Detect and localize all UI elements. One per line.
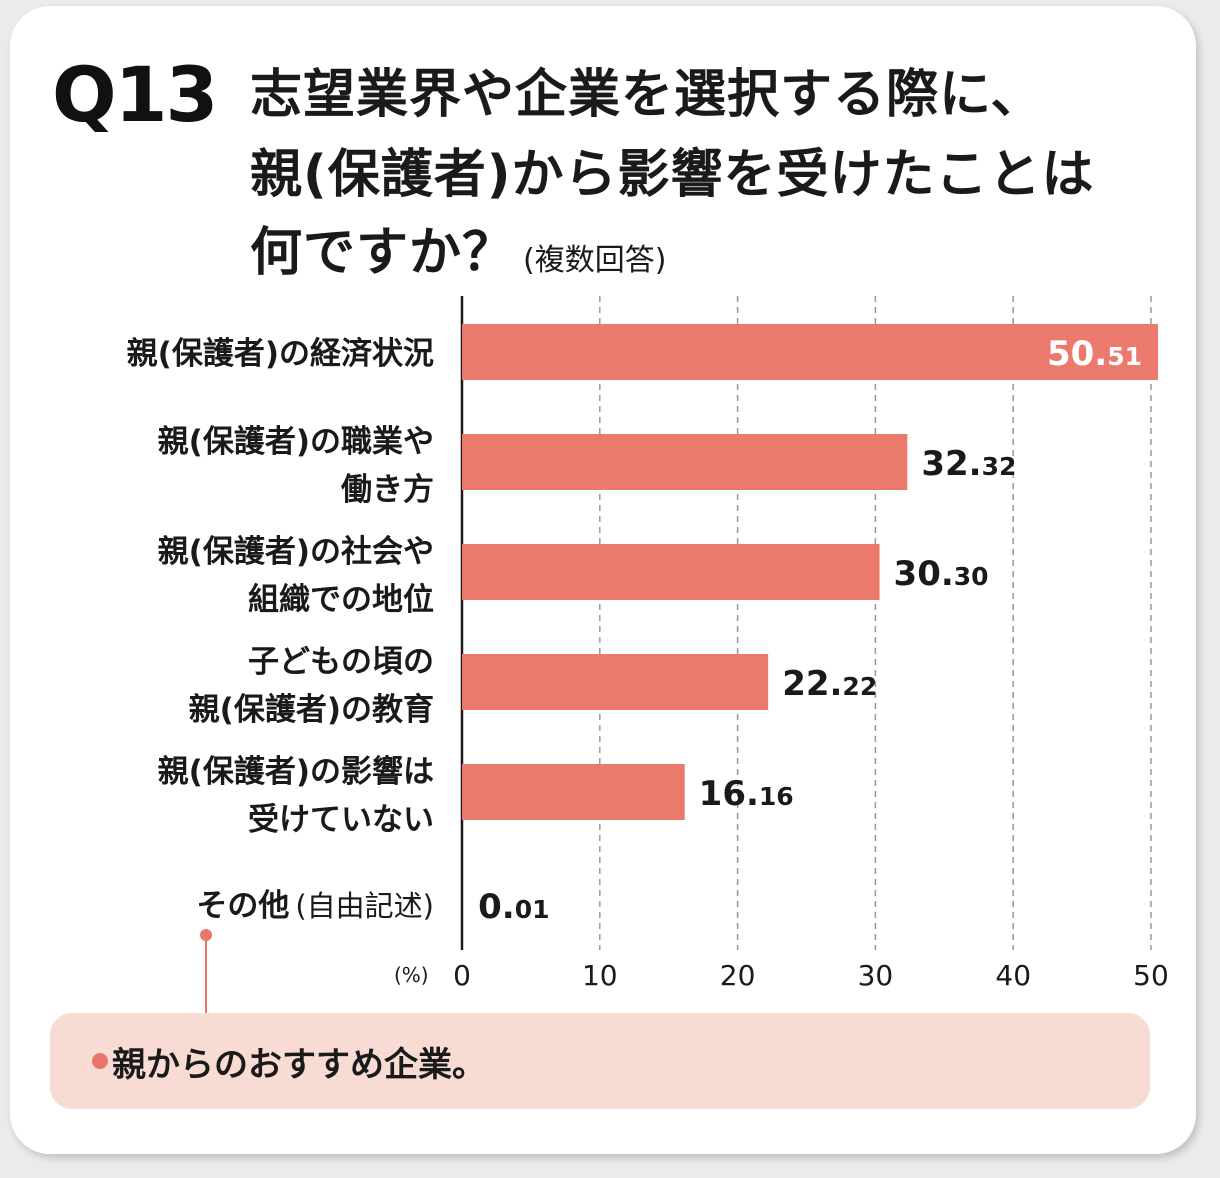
question-line-3-text: 何ですか？ (250, 223, 516, 283)
bar-label-3-line-1: 親(保護者)の社会や (157, 534, 434, 570)
x-tick-50: 50 (1133, 959, 1169, 992)
bar-value-dec-4: 22 (842, 672, 877, 701)
bar-label-6: その他 (自由記述) (196, 882, 434, 930)
bar-value-5: 16.16 (699, 774, 794, 814)
x-axis-unit: (%) (394, 963, 429, 987)
bar-value-dec-6: 01 (515, 895, 550, 924)
bar-1 (462, 324, 1159, 380)
question-note: (複数回答) (523, 243, 667, 278)
bar-value-int-3: 30. (894, 554, 954, 594)
question-number: Q13 (52, 50, 218, 139)
bar-label-6-line-1: その他 (196, 888, 290, 924)
bar-value-2: 32.32 (921, 444, 1016, 484)
bar-label-5: 親(保護者)の影響は受けていない (158, 748, 434, 844)
bar-label-1: 親(保護者)の経済状況 (127, 330, 434, 378)
bar-value-int-6: 0. (478, 887, 515, 927)
question-line-3: 何ですか？ (複数回答) (250, 210, 666, 285)
bar-value-int-2: 32. (921, 444, 981, 484)
bar-label-5-line-1: 親(保護者)の影響は (157, 754, 434, 790)
question-line-2: 親(保護者)から影響を受けたことは (250, 145, 1095, 205)
bullet-dot (92, 1053, 108, 1069)
x-tick-40: 40 (995, 959, 1031, 992)
x-tick-10: 10 (582, 959, 618, 992)
x-tick-30: 30 (858, 959, 894, 992)
bar-value-3: 30.30 (894, 554, 989, 594)
x-tick-labels: 0 10 20 30 40 50 (453, 959, 1169, 992)
bars: 50.51 32.32 30.30 22.22 16.16 0.01 (462, 324, 1159, 927)
gridlines (460, 296, 1152, 950)
bar-value-1: 50.51 (1047, 334, 1142, 374)
bar-value-int-1: 50. (1047, 334, 1107, 374)
bar-label-2-line-1: 親(保護者)の職業や (157, 424, 434, 460)
bar-4 (462, 654, 769, 710)
bar-label-4-line-1: 子どもの頃の (248, 644, 434, 680)
bar-label-1-line-1: 親(保護者)の経済状況 (126, 336, 434, 372)
bar-value-6: 0.01 (478, 887, 549, 927)
callout-connector-dot (200, 929, 212, 941)
bar-2 (462, 434, 908, 490)
bar-value-int-5: 16. (699, 774, 759, 814)
callout-text: 親からのおすすめ企業。 (112, 1045, 486, 1085)
bar-label-4-line-2: 親(保護者)の教育 (188, 692, 434, 728)
bar-value-dec-5: 16 (759, 782, 794, 811)
bar-3 (462, 544, 880, 600)
x-tick-20: 20 (720, 959, 756, 992)
bar-value-dec-2: 32 (982, 452, 1017, 481)
bar-value-4: 22.22 (782, 664, 877, 704)
bar-label-6-line-2: (自由記述) (295, 889, 434, 923)
bar-label-2-line-2: 働き方 (341, 472, 434, 508)
bar-label-2: 親(保護者)の職業や働き方 (158, 418, 434, 514)
bar-label-3-line-2: 組織での地位 (248, 582, 434, 618)
bar-label-4: 子どもの頃の親(保護者)の教育 (189, 638, 434, 734)
bar-value-int-4: 22. (782, 664, 842, 704)
question-line-1: 志望業界や企業を選択する際に、 (250, 65, 1044, 125)
x-tick-0: 0 (453, 959, 471, 992)
bar-value-dec-1: 51 (1107, 342, 1142, 371)
bar-label-5-line-2: 受けていない (248, 802, 434, 838)
callout-box: 親からのおすすめ企業。 (50, 1013, 1150, 1109)
bar-5 (462, 764, 685, 820)
bar-value-dec-3: 30 (954, 562, 989, 591)
bar-label-3: 親(保護者)の社会や組織での地位 (158, 528, 434, 624)
